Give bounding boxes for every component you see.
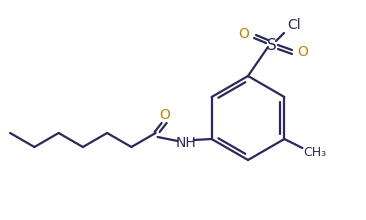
Text: NH: NH xyxy=(175,136,196,150)
Text: Cl: Cl xyxy=(287,18,301,32)
Text: O: O xyxy=(298,45,309,59)
Text: O: O xyxy=(159,108,170,122)
Text: S: S xyxy=(267,38,277,53)
Text: O: O xyxy=(239,27,250,41)
Text: CH₃: CH₃ xyxy=(303,147,326,160)
